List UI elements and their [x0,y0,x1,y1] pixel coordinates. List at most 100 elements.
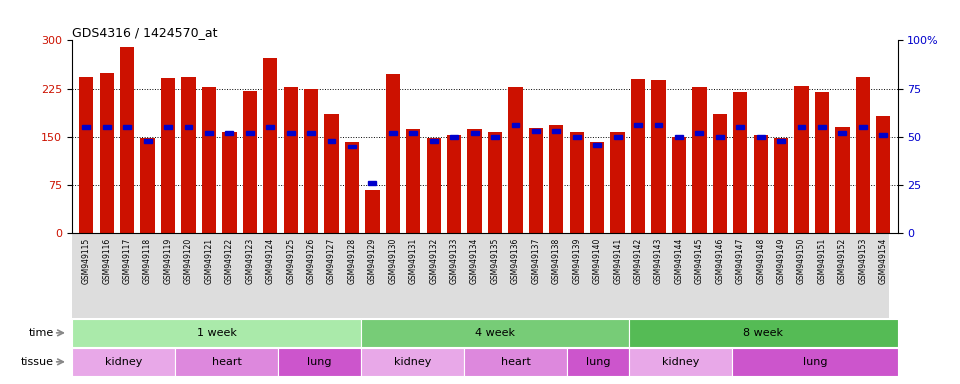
Bar [369,181,376,185]
Bar [120,47,134,233]
Bar [263,58,277,233]
Bar [529,128,543,233]
Bar [140,138,155,233]
Bar [327,139,335,143]
Text: GSM949126: GSM949126 [306,238,316,284]
Bar [488,132,502,233]
Bar [754,135,768,233]
Text: GSM949142: GSM949142 [634,238,642,284]
Bar [859,125,867,129]
Text: GSM949118: GSM949118 [143,238,152,284]
Text: GSM949138: GSM949138 [552,238,561,284]
Text: GSM949123: GSM949123 [246,238,254,284]
Text: GSM949121: GSM949121 [204,238,213,284]
Text: GSM949122: GSM949122 [225,238,234,284]
Bar [855,77,870,233]
Bar [512,123,519,127]
Bar [430,139,438,143]
Bar [655,123,662,127]
Text: tissue: tissue [21,357,54,367]
Text: GSM949148: GSM949148 [756,238,765,284]
Text: GSM949125: GSM949125 [286,238,295,284]
Bar [103,125,110,129]
Text: GSM949133: GSM949133 [449,238,459,284]
Text: kidney: kidney [394,357,431,367]
Bar [835,127,850,233]
Bar [406,129,420,233]
Text: GSM949145: GSM949145 [695,238,704,284]
Text: GSM949128: GSM949128 [348,238,356,284]
Text: GSM949119: GSM949119 [163,238,173,284]
Text: GSM949139: GSM949139 [572,238,581,284]
Text: 4 week: 4 week [475,328,516,338]
Bar [348,145,356,149]
Text: 1 week: 1 week [197,328,236,338]
Text: GSM949141: GSM949141 [613,238,622,284]
Bar [345,142,359,233]
Bar [243,91,257,233]
Text: GSM949140: GSM949140 [592,238,602,284]
Text: lung: lung [586,357,611,367]
Text: heart: heart [501,357,531,367]
Bar [175,348,278,376]
Bar [651,80,665,233]
Bar [202,87,216,233]
Bar [712,114,727,233]
Text: GSM949134: GSM949134 [470,238,479,284]
Bar [613,135,621,139]
Bar [631,79,645,233]
Bar [733,92,748,233]
Bar [468,129,482,233]
Bar [72,348,175,376]
Bar [72,319,361,347]
Bar [508,87,522,233]
Bar [716,135,724,139]
Bar [778,139,785,143]
Text: GSM949147: GSM949147 [735,238,745,284]
Bar [552,129,561,133]
Bar [838,131,847,135]
Bar [736,125,744,129]
Text: GSM949132: GSM949132 [429,238,438,284]
Bar [100,73,114,233]
Text: GSM949151: GSM949151 [818,238,827,284]
Bar [692,87,707,233]
Bar [324,114,339,233]
Bar [205,131,213,135]
Text: GSM949117: GSM949117 [123,238,132,284]
Bar [573,135,581,139]
Bar [635,123,642,127]
Bar [222,132,236,233]
Text: GSM949149: GSM949149 [777,238,785,284]
Bar [365,190,379,233]
Text: GSM949131: GSM949131 [409,238,418,284]
Text: lung: lung [803,357,828,367]
Bar [79,77,93,233]
Text: GSM949116: GSM949116 [103,238,111,284]
Bar [83,125,90,129]
Bar [304,89,319,233]
Text: kidney: kidney [662,357,700,367]
Text: heart: heart [212,357,242,367]
Bar [123,125,132,129]
Bar [695,131,704,135]
Bar [630,319,898,347]
Bar [569,132,584,233]
Bar [672,137,686,233]
Bar [287,131,295,135]
Bar [815,93,829,233]
Bar [492,135,499,139]
Bar [386,74,400,233]
Text: GSM949154: GSM949154 [878,238,888,284]
Bar [818,125,826,129]
Bar [532,129,540,133]
Text: GSM949153: GSM949153 [858,238,867,284]
Bar [876,116,891,233]
Text: GSM949129: GSM949129 [368,238,377,284]
Text: GSM949136: GSM949136 [511,238,520,284]
Bar [774,137,788,233]
Text: GSM949152: GSM949152 [838,238,847,284]
Bar [389,131,396,135]
Bar [732,348,898,376]
Text: GSM949120: GSM949120 [184,238,193,284]
